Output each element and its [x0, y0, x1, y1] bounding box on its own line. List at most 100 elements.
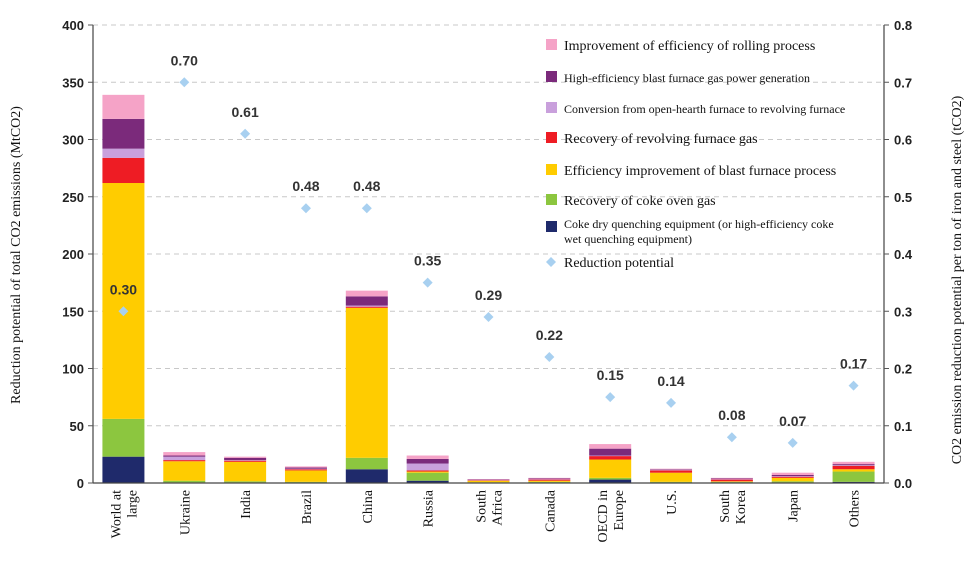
bar-segment	[102, 456, 145, 483]
left-tick-label: 350	[62, 75, 84, 90]
right-tick-label: 0.5	[894, 190, 912, 205]
bar-segment	[771, 481, 814, 483]
bar-segment	[650, 481, 693, 483]
bar-segment	[345, 296, 388, 306]
legend-label: Conversion from open-hearth furnace to r…	[564, 102, 845, 116]
legend-label: Recovery of revolving furnace gas	[564, 132, 758, 147]
bar-segment	[771, 477, 814, 482]
reduction-point	[240, 128, 251, 139]
reduction-point	[544, 352, 555, 363]
bar-segment	[345, 307, 388, 458]
bar-segment	[589, 459, 632, 478]
bar-segment	[467, 479, 510, 480]
y-right-axis-label: CO2 emission reduction potential per ton…	[950, 95, 965, 464]
bar-segment	[224, 460, 267, 462]
bar-segment	[589, 444, 632, 449]
category-label: Canada	[543, 489, 558, 532]
bar-segment	[284, 469, 327, 471]
bar-segment	[650, 468, 693, 470]
reduction-point	[848, 380, 859, 391]
data-label: 0.07	[779, 413, 806, 429]
left-tick-label: 400	[62, 18, 84, 33]
bar-segment	[710, 479, 753, 482]
legend-swatch	[546, 102, 557, 113]
bar-segment	[528, 478, 571, 479]
reduction-point	[361, 203, 372, 214]
bar-segment	[467, 480, 510, 483]
right-tick-label: 0.3	[894, 304, 912, 319]
category-label-line2: Africa	[491, 489, 506, 526]
bar-segment	[284, 466, 327, 468]
category-label: Ukraine	[178, 490, 193, 535]
reduction-point	[787, 437, 798, 448]
reduction-potential-points: 0.30 0.70 0.61 0.48 0.48 0.35 0.29 0.22 0.15 0.14…	[110, 52, 867, 448]
reduction-point	[726, 432, 737, 443]
data-label: 0.14	[657, 373, 684, 389]
left-tick-label: 50	[70, 419, 84, 434]
bar-segment	[284, 470, 327, 482]
left-tick-label: 100	[62, 362, 84, 377]
reduction-point	[179, 77, 190, 88]
bar-segment	[771, 472, 814, 475]
legend-label: Reduction potential	[564, 256, 674, 271]
data-label: 0.22	[536, 327, 563, 343]
bar-segment	[224, 456, 267, 458]
legend-swatch	[546, 164, 557, 175]
bar-segment	[163, 480, 206, 483]
right-tick-label: 0.4	[894, 247, 913, 262]
bar-segment	[224, 460, 267, 461]
data-label: 0.08	[718, 407, 745, 423]
bar-segment	[284, 481, 327, 483]
data-label: 0.35	[414, 253, 441, 269]
right-tick-label: 0.1	[894, 419, 912, 434]
bar-segment	[102, 118, 145, 149]
bar-segment	[710, 477, 753, 479]
y-left-axis-label: Reduction potential of total CO2 emissio…	[9, 106, 24, 404]
reduction-point	[422, 277, 433, 288]
left-tick-label: 0	[77, 476, 84, 491]
bar-segment	[832, 471, 875, 482]
bar-segment	[163, 461, 206, 481]
bar-segment	[224, 461, 267, 482]
legend-swatch	[546, 221, 557, 232]
bar-segment	[102, 157, 145, 184]
bar-segment	[710, 478, 753, 479]
bar-segment	[589, 477, 632, 480]
bar-segment	[163, 455, 206, 457]
legend-swatch	[546, 132, 557, 143]
bar-segment	[589, 456, 632, 460]
left-tick-label: 300	[62, 133, 84, 148]
bar-segment	[832, 461, 875, 465]
reduction-point	[118, 306, 129, 317]
bar-segment	[832, 469, 875, 472]
bar-segment	[284, 467, 327, 469]
category-label: India	[239, 489, 254, 519]
bar-segment	[345, 469, 388, 483]
data-label: 0.29	[475, 287, 502, 303]
bar-segment	[710, 478, 753, 480]
bar-segment	[589, 448, 632, 456]
reduction-point	[483, 311, 494, 322]
bar-segment	[650, 472, 693, 482]
grid-lines	[93, 24, 884, 427]
bar-segment	[102, 418, 145, 457]
category-label: Brazil	[300, 490, 315, 524]
bar-segment	[467, 479, 510, 481]
category-label: Russia	[422, 489, 437, 527]
data-label: 0.70	[171, 52, 198, 68]
legend-marker	[546, 257, 556, 267]
bar-segment	[528, 479, 571, 481]
bar-segment	[406, 455, 449, 459]
bar-segment	[528, 481, 571, 483]
bar-segment	[528, 477, 571, 479]
bar-segment	[832, 464, 875, 466]
legend-label-line2: wet quenching equipment)	[564, 232, 692, 246]
bar-segment	[163, 452, 206, 456]
bar-segment	[406, 463, 449, 471]
left-tick-label: 150	[62, 304, 84, 319]
bar-segment	[345, 290, 388, 297]
category-label-line2: Europe	[612, 490, 627, 530]
legend-label: Recovery of coke oven gas	[564, 194, 716, 209]
bar-segment	[710, 481, 753, 482]
